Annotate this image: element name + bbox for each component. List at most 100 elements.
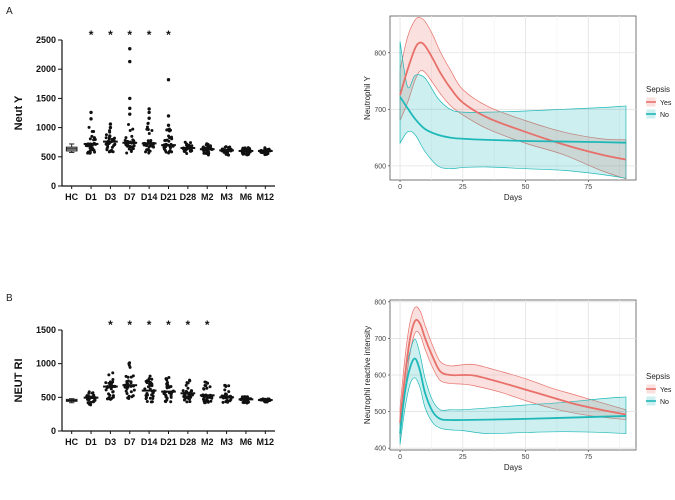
data-point	[104, 388, 108, 392]
y-axis-label: NEUT RI	[13, 359, 25, 403]
legend-label-yes: Yes	[660, 100, 672, 107]
x-tick-label-m12: M12	[257, 437, 275, 447]
x-axis-label: Days	[504, 193, 522, 202]
legend-title: Sepsis	[646, 372, 670, 381]
data-point	[88, 146, 92, 150]
data-point	[166, 383, 170, 387]
x-tick-label-d28: D28	[180, 192, 197, 202]
y-tick-label: 600	[374, 163, 386, 170]
outlier-point	[128, 112, 132, 116]
data-point	[267, 147, 271, 151]
data-point	[124, 136, 128, 140]
x-tick-label: 0	[398, 184, 402, 191]
data-point	[229, 398, 233, 402]
y-tick-label: 2000	[36, 64, 56, 74]
data-point	[124, 374, 128, 378]
data-point	[150, 384, 154, 388]
data-point	[105, 148, 109, 152]
y-tick-label: 700	[374, 107, 386, 114]
data-point	[86, 144, 90, 148]
data-point	[87, 402, 91, 406]
y-axis-label: Neutrophil Y	[363, 75, 372, 120]
data-point	[147, 131, 151, 135]
data-point	[164, 150, 168, 154]
data-point	[129, 390, 133, 394]
series-line-no	[399, 357, 626, 434]
outlier-point	[128, 106, 132, 111]
panel-label-a: A	[6, 6, 13, 17]
data-point	[167, 376, 171, 380]
data-point	[92, 138, 96, 142]
data-point	[129, 375, 133, 379]
data-point	[226, 153, 230, 157]
y-tick-label: 1500	[36, 325, 56, 335]
data-point	[148, 396, 152, 400]
data-point	[226, 400, 230, 404]
data-point	[148, 374, 152, 378]
data-point	[107, 150, 111, 154]
data-point	[108, 380, 112, 384]
data-point	[124, 389, 128, 393]
data-point	[245, 152, 249, 156]
data-point	[107, 137, 111, 141]
outlier-point	[166, 78, 171, 82]
data-point	[185, 143, 189, 147]
data-point	[149, 139, 153, 143]
data-point	[145, 148, 149, 152]
y-tick-label: 800	[374, 50, 386, 57]
outlier-point	[147, 116, 151, 120]
data-point	[168, 136, 172, 140]
data-point	[87, 391, 91, 395]
x-tick-label-hc: HC	[65, 437, 78, 447]
significance-marker-d3: *	[108, 318, 113, 332]
y-tick-label: 0	[51, 181, 56, 191]
trajectory-plot-neutrophil-y: 0 25 50 75 600 700 800 Days Neutrophil Y Sepsis Ye…	[363, 15, 672, 202]
outlier-point	[108, 122, 113, 126]
data-point	[145, 125, 149, 129]
data-point	[129, 149, 133, 153]
data-point	[104, 381, 108, 385]
outlier-point	[166, 123, 171, 127]
dot-plot-neut-y: 0 500 1000 1500 2000 2500 Neut Y HC D1 D3 D7 D14 D21…	[13, 28, 275, 202]
data-point	[146, 127, 150, 131]
data-point	[227, 384, 231, 388]
data-point	[109, 387, 113, 391]
data-point	[90, 391, 94, 395]
y-tick-label: 0	[51, 426, 56, 436]
data-point	[206, 153, 210, 157]
data-point	[127, 394, 131, 398]
data-point	[87, 125, 91, 129]
data-point	[185, 400, 189, 404]
data-point	[145, 381, 149, 385]
data-point	[202, 399, 206, 403]
data-point	[165, 398, 169, 402]
data-point	[128, 128, 132, 132]
data-point	[209, 399, 213, 403]
panel-label-b: B	[6, 293, 13, 304]
x-tick-label: 0	[398, 454, 402, 461]
data-point	[123, 138, 127, 142]
x-tick-label: 75	[584, 184, 592, 191]
data-point	[111, 377, 115, 381]
significance-marker-d21: *	[166, 318, 171, 332]
data-point	[145, 144, 149, 148]
data-point	[87, 398, 91, 402]
y-tick-label: 600	[374, 373, 386, 380]
data-point	[126, 123, 130, 127]
data-point	[227, 390, 231, 394]
x-tick-label: 25	[459, 184, 467, 191]
x-tick-label-d7: D7	[124, 192, 136, 202]
significance-marker-d14: *	[147, 28, 152, 42]
y-axis-label: Neutrophil reactive intensity	[363, 326, 372, 424]
x-tick-label: 50	[522, 454, 530, 461]
outlier-point	[128, 59, 132, 64]
data-point	[113, 143, 117, 147]
data-point	[204, 399, 208, 403]
data-point	[131, 127, 135, 131]
data-point	[111, 371, 115, 375]
data-point	[189, 141, 193, 145]
outlier-point	[89, 117, 93, 121]
data-point	[150, 128, 154, 132]
data-point	[190, 389, 194, 393]
x-tick-label: 50	[522, 184, 530, 191]
